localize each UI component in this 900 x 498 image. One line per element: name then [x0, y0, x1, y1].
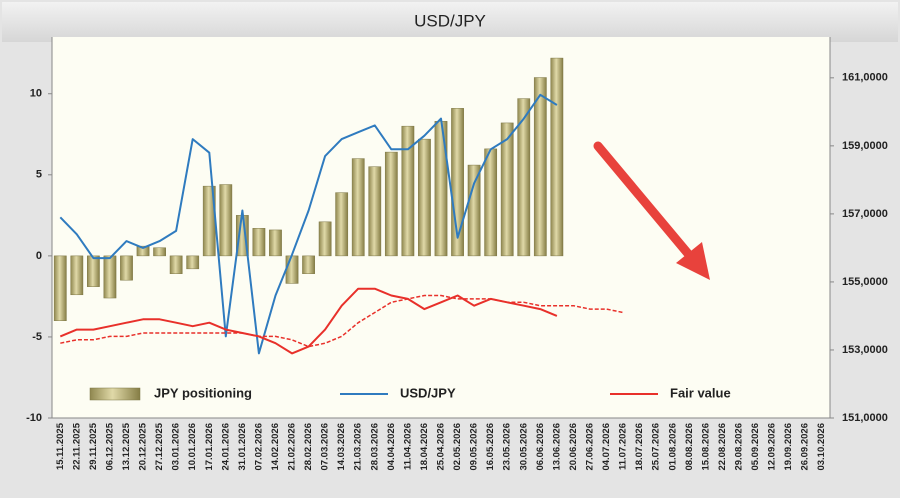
x-tick-label: 08.08.2026 — [684, 423, 695, 471]
bar — [533, 77, 547, 257]
y2-tick-label: 155,0000 — [842, 276, 888, 288]
x-tick-label: 29.11.2025 — [88, 422, 99, 470]
y-tick-label: -5 — [32, 331, 42, 343]
line — [59, 93, 558, 355]
bar — [401, 125, 415, 257]
bar — [87, 255, 100, 287]
x-tick-label: 27.06.2026 — [584, 423, 595, 471]
x-tick-label: 13.12.2025 — [121, 422, 132, 470]
x-tick-label: 15.08.2026 — [700, 423, 711, 471]
bar — [252, 228, 266, 257]
x-tick-label: 19.09.2026 — [783, 423, 794, 471]
chart-title: USD/JPY — [414, 11, 486, 30]
x-tick-label: 29.08.2026 — [733, 423, 744, 471]
x-tick-label: 12.09.2026 — [767, 423, 778, 471]
bar — [219, 184, 233, 257]
bar — [103, 255, 117, 299]
bar — [169, 255, 183, 274]
x-tick-label: 22.08.2026 — [717, 423, 728, 471]
bar — [484, 148, 498, 257]
x-tick-label: 16.05.2026 — [485, 423, 496, 471]
bar — [153, 247, 166, 257]
bar — [120, 255, 133, 281]
legend-label: JPY positioning — [154, 385, 252, 400]
x-tick-label: 05.09.2026 — [750, 423, 761, 471]
x-tick-label: 17.01.2026 — [204, 423, 215, 471]
x-tick-label: 18.04.2026 — [419, 423, 430, 471]
x-tick-label: 07.02.2026 — [253, 423, 264, 471]
x-tick-label: 18.07.2026 — [634, 423, 645, 471]
x-tick-label: 14.02.2026 — [270, 423, 281, 471]
bar — [70, 255, 84, 296]
bar — [500, 122, 514, 257]
x-tick-label: 28.02.2026 — [303, 423, 314, 471]
x-tick-label: 20.12.2025 — [138, 422, 149, 470]
y-tick-label: -10 — [26, 412, 42, 424]
x-tick-label: 26.09.2026 — [800, 423, 811, 471]
title-band — [2, 2, 898, 42]
x-tick-label: 24.01.2026 — [220, 423, 231, 471]
bar — [285, 255, 299, 284]
x-tick-label: 04.04.2026 — [386, 423, 397, 471]
x-tick-label: 11.07.2026 — [618, 423, 629, 470]
bar — [418, 138, 431, 257]
bar — [302, 255, 315, 274]
x-tick-label: 07.03.2026 — [320, 423, 331, 471]
x-tick-label: 06.06.2026 — [535, 423, 546, 471]
x-tick-label: 25.07.2026 — [651, 423, 662, 471]
x-tick-label: 01.08.2026 — [667, 423, 678, 471]
x-tick-label: 21.02.2026 — [287, 423, 298, 471]
y2-tick-label: 151,0000 — [842, 412, 888, 424]
legend-label: Fair value — [670, 385, 731, 400]
x-tick-label: 30.05.2026 — [518, 423, 529, 471]
x-tick-label: 02.05.2026 — [452, 423, 463, 471]
y2-tick-label: 159,0000 — [842, 140, 888, 152]
x-tick-label: 10.01.2026 — [187, 423, 198, 471]
x-tick-label: 13.06.2026 — [551, 423, 562, 471]
x-tick-label: 25.04.2026 — [436, 423, 447, 471]
bar — [335, 192, 349, 257]
bar — [136, 245, 150, 257]
x-tick-label: 03.01.2026 — [171, 423, 182, 471]
x-tick-label: 09.05.2026 — [469, 423, 480, 471]
y-tick-label: 5 — [36, 169, 42, 181]
y2-tick-label: 161,0000 — [842, 72, 888, 84]
bar — [550, 57, 564, 257]
y2-tick-label: 153,0000 — [842, 344, 888, 356]
x-tick-label: 22.11.2025 — [71, 422, 82, 470]
y-tick-label: 0 — [36, 250, 42, 262]
x-tick-label: 21.03.2026 — [353, 423, 364, 471]
bar — [384, 151, 398, 257]
x-tick-label: 31.01.2026 — [237, 423, 248, 471]
x-tick-label: 03.10.2026 — [816, 423, 827, 471]
bar — [186, 255, 200, 270]
y2-tick-label: 157,0000 — [842, 208, 888, 220]
y-tick-label: 10 — [30, 88, 42, 100]
legend-label: USD/JPY — [400, 385, 456, 400]
bar — [318, 221, 332, 257]
x-tick-label: 15.11.2025 — [55, 422, 66, 470]
legend-swatch — [89, 387, 141, 401]
x-tick-label: 27.12.2025 — [154, 422, 165, 470]
x-tick-label: 11.04.2026 — [402, 423, 413, 470]
line — [59, 287, 558, 355]
trend-arrow-shaft — [593, 141, 700, 267]
x-tick-label: 14.03.2026 — [336, 423, 347, 471]
bar — [269, 229, 282, 257]
bar — [517, 98, 531, 257]
bar — [434, 121, 448, 257]
x-tick-label: 20.06.2026 — [568, 423, 579, 471]
x-tick-label: 04.07.2026 — [601, 423, 612, 471]
x-tick-label: 06.12.2025 — [104, 422, 115, 470]
trend-arrow-head — [676, 242, 710, 280]
x-tick-label: 23.05.2026 — [502, 423, 513, 471]
bar — [351, 158, 365, 257]
bar — [368, 166, 382, 257]
bar — [467, 164, 481, 257]
bar — [53, 255, 67, 321]
x-tick-label: 28.03.2026 — [369, 423, 380, 471]
